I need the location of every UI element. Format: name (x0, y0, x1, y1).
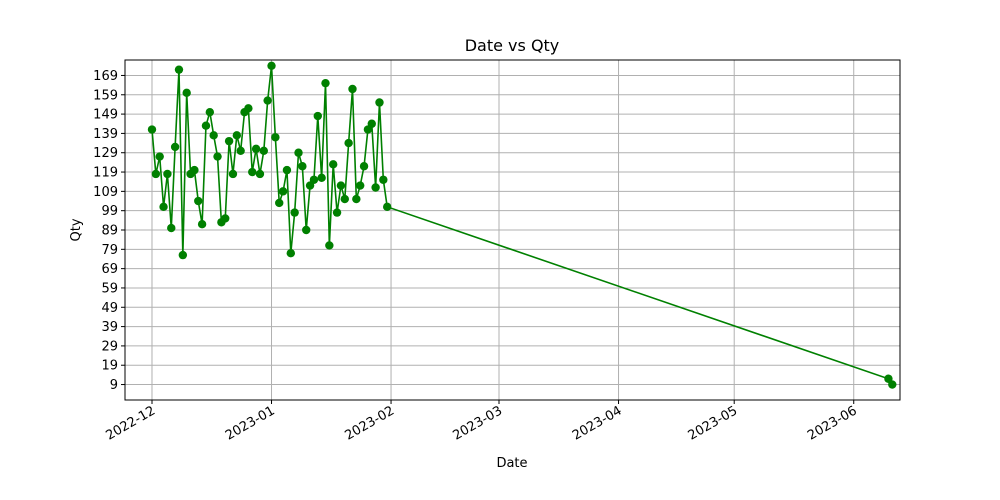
data-point (313, 111, 322, 121)
data-point (321, 78, 330, 88)
data-point (151, 169, 161, 179)
data-point (248, 167, 257, 177)
data-point (367, 119, 376, 128)
data-point (244, 104, 253, 113)
y-tick-label: 129 (93, 146, 118, 161)
data-point (167, 223, 176, 233)
y-tick-label: 29 (101, 339, 118, 354)
data-point (282, 165, 292, 175)
data-point (201, 121, 211, 130)
data-point (232, 131, 242, 140)
y-tick-label: 139 (93, 127, 118, 142)
series-qty (147, 61, 897, 389)
data-point (178, 250, 188, 260)
y-tick-label: 59 (101, 281, 118, 296)
data-point (209, 131, 218, 140)
data-point (298, 162, 307, 171)
data-point (267, 61, 276, 70)
data-point (205, 107, 215, 117)
data-point (275, 198, 284, 208)
data-point (344, 138, 353, 148)
data-point (278, 187, 288, 196)
y-tick-label: 169 (93, 69, 118, 84)
data-point (155, 152, 164, 161)
data-point (336, 181, 346, 190)
data-point (182, 88, 191, 98)
data-point (224, 136, 234, 146)
data-point (286, 248, 295, 258)
data-point (147, 125, 157, 134)
y-axis-ticks: 9 19 29 39 49 59 69 79 89 99 109 119 129 139 149 159 169 (93, 69, 125, 393)
data-point (197, 220, 207, 229)
data-point (174, 65, 184, 74)
data-point (228, 169, 238, 179)
y-axis-label: Qty (69, 218, 84, 241)
data-point (170, 142, 180, 152)
data-point (271, 133, 280, 142)
data-point (317, 173, 326, 183)
data-point (251, 144, 261, 154)
data-point (194, 196, 203, 206)
data-point (382, 202, 392, 212)
data-point (159, 202, 168, 212)
data-point (290, 208, 299, 217)
data-point (190, 165, 199, 175)
chart-title: Date vs Qty (465, 36, 560, 55)
y-tick-label: 159 (93, 88, 118, 103)
y-tick-label: 149 (93, 108, 118, 123)
data-point (340, 194, 349, 204)
x-axis-label: Date (496, 456, 527, 471)
data-point (255, 169, 265, 179)
data-point (302, 225, 311, 235)
data-point (329, 160, 338, 169)
data-point (888, 380, 897, 389)
data-point (379, 175, 388, 184)
y-tick-label: 9 (110, 378, 118, 393)
y-tick-label: 119 (93, 166, 118, 181)
data-point (294, 148, 303, 157)
y-tick-label: 39 (101, 320, 118, 335)
data-point (325, 241, 334, 250)
data-point (375, 98, 384, 107)
data-point (356, 181, 365, 190)
data-point (371, 183, 380, 192)
data-point (221, 214, 230, 223)
data-point (332, 208, 342, 217)
y-tick-label: 99 (101, 204, 118, 219)
data-point (352, 194, 361, 204)
data-point (213, 152, 222, 161)
data-point (236, 146, 245, 155)
data-point (259, 146, 269, 155)
y-tick-label: 89 (101, 224, 118, 239)
data-point (309, 175, 319, 184)
data-point (359, 162, 369, 171)
y-tick-label: 79 (101, 243, 118, 258)
y-tick-label: 19 (101, 359, 118, 374)
y-tick-label: 109 (93, 185, 118, 200)
data-point (348, 84, 357, 94)
y-tick-label: 69 (101, 262, 118, 277)
y-tick-label: 49 (101, 301, 118, 316)
data-point (263, 96, 272, 105)
data-point (163, 169, 172, 179)
